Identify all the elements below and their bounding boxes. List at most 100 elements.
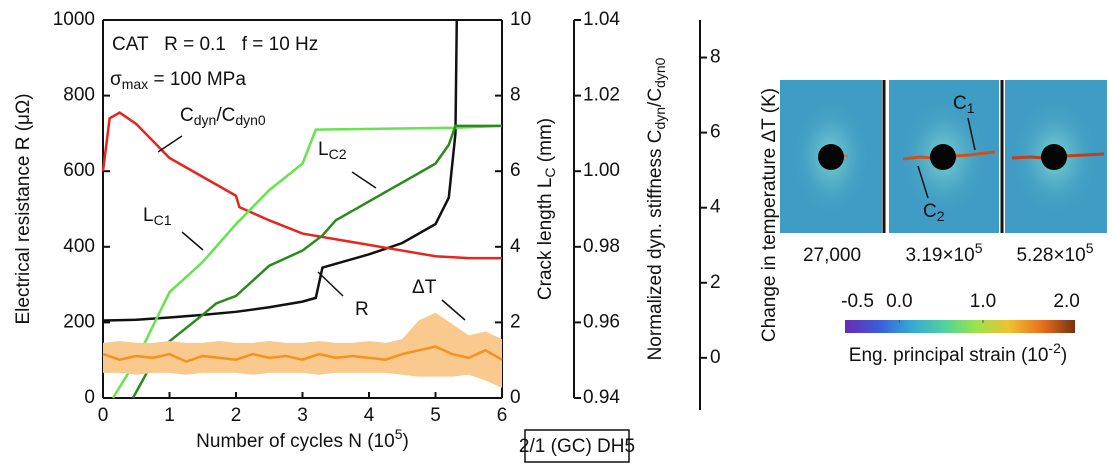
- y-tick-label: 1000: [53, 9, 95, 30]
- y-tick-label: 200: [63, 311, 95, 332]
- annotation: CAT R = 0.1 f = 10 Hz: [112, 34, 318, 55]
- hole: [1041, 144, 1067, 170]
- y2-tick-label: 0: [510, 387, 521, 408]
- y2-tick-label: 6: [510, 160, 521, 181]
- y-axis-label: Electrical resistance R (μΩ): [13, 93, 34, 324]
- series-line: [111, 124, 503, 399]
- annotation: Cdyn/Cdyn0: [180, 105, 266, 128]
- y3-tick-label: 0.94: [583, 387, 620, 408]
- text-part: dyn0: [235, 112, 266, 128]
- text-part: dyn0: [652, 57, 668, 88]
- image-label: 5.28×105: [1016, 240, 1093, 266]
- y-tick-label: 600: [63, 160, 95, 181]
- y2-tick-label: 10: [510, 9, 531, 30]
- x-axis-label: Number of cycles N (105): [196, 426, 409, 452]
- crack: [1011, 152, 1105, 160]
- text-part: max: [122, 76, 148, 92]
- y4-tick-label: 6: [710, 122, 721, 143]
- annotation: R: [355, 299, 369, 320]
- annotation: ΔT: [412, 277, 437, 298]
- y4-tick-label: 8: [710, 47, 721, 68]
- y3-tick-label: 1.00: [583, 160, 620, 181]
- leader: [157, 135, 183, 153]
- y2-axis-label: Crack length LC (mm): [535, 118, 558, 300]
- y2-tick-label: 4: [510, 236, 521, 257]
- crack-label: C2: [923, 201, 945, 224]
- y2-tick-label: 2: [510, 311, 521, 332]
- text-part: Number of cycles N (10: [196, 431, 395, 452]
- y3-tick-label: 0.96: [583, 311, 620, 332]
- text-part: 3.19×10: [905, 245, 974, 266]
- y4-tick-label: 2: [710, 272, 721, 293]
- image-label: 3.19×105: [905, 240, 982, 266]
- x-tick-label: 5: [430, 405, 441, 426]
- x-tick-label: 1: [164, 405, 175, 426]
- text-part: 5: [395, 426, 403, 442]
- text-part: 5: [1086, 240, 1094, 256]
- leader: [967, 117, 976, 151]
- text-part: Crack length L: [535, 178, 556, 301]
- hole: [930, 144, 956, 170]
- y3-tick-label: 1.02: [583, 85, 620, 106]
- y3-tick-label: 0.98: [583, 236, 620, 257]
- text-part: dyn: [194, 112, 217, 128]
- y3-tick-label: 1.04: [583, 9, 620, 30]
- text-part: 2: [937, 208, 945, 224]
- leader: [181, 231, 204, 251]
- y-tick-label: 0: [84, 387, 95, 408]
- y-tick-label: 800: [63, 85, 95, 106]
- series-line: [102, 19, 459, 322]
- dic-images: [780, 80, 1107, 233]
- text-part: ): [402, 431, 408, 452]
- y3-axis-label: Normalized dyn. stiffness Cdyn/Cdyn0: [645, 57, 668, 360]
- text-part: (mm): [535, 118, 556, 168]
- text-part: C: [923, 201, 937, 222]
- series-line: [102, 345, 503, 363]
- x-tick-label: 4: [364, 405, 375, 426]
- hole: [818, 144, 844, 170]
- series-band: [103, 312, 502, 388]
- annotation: σmax = 100 MPa: [110, 69, 246, 92]
- text-part: ): [1061, 345, 1067, 366]
- text-part: C: [953, 93, 967, 114]
- leader: [317, 271, 344, 297]
- text-part: /C: [645, 88, 666, 107]
- colorbar-tick-label: -0.5: [841, 291, 874, 312]
- y-tick-label: 400: [63, 236, 95, 257]
- crack-label: C1: [953, 93, 975, 116]
- x-tick-label: 2: [231, 405, 242, 426]
- x-tick-label: 6: [497, 405, 508, 426]
- y2-tick-label: 8: [510, 85, 521, 106]
- annotation: LC1: [143, 205, 172, 228]
- text-part: dyn: [652, 107, 668, 130]
- text-part: -2: [1048, 340, 1061, 356]
- colorbar: [845, 320, 1075, 333]
- text-part: /C: [216, 105, 235, 126]
- text-part: C1: [154, 212, 172, 228]
- text-part: Eng. principal strain (10: [849, 345, 1049, 366]
- text-part: 1: [967, 100, 975, 116]
- text-part: = 100 MPa: [148, 69, 246, 90]
- specimen-label: 2/1 (GC) DH5: [519, 436, 635, 457]
- text-part: σ: [110, 69, 122, 90]
- text-part: C2: [329, 146, 347, 162]
- text-part: 27,000: [803, 245, 861, 266]
- leader: [351, 171, 377, 189]
- x-tick-label: 3: [297, 405, 308, 426]
- x-tick-label: 0: [98, 405, 109, 426]
- text-part: Normalized dyn. stiffness C: [645, 130, 666, 361]
- colorbar-tick-label: 0.0: [886, 291, 912, 312]
- text-part: C: [542, 167, 558, 177]
- text-part: 5: [975, 240, 983, 256]
- text-part: C: [180, 105, 194, 126]
- annotation: LC2: [318, 139, 347, 162]
- series-line: [131, 124, 502, 399]
- y4-tick-label: 0: [710, 347, 721, 368]
- leader: [441, 299, 466, 321]
- y4-tick-label: 4: [710, 197, 721, 218]
- series-line: [101, 111, 502, 260]
- leader: [917, 165, 929, 199]
- colorbar-tick-label: 1.0: [970, 291, 996, 312]
- colorbar-label: Eng. principal strain (10-2): [849, 340, 1067, 366]
